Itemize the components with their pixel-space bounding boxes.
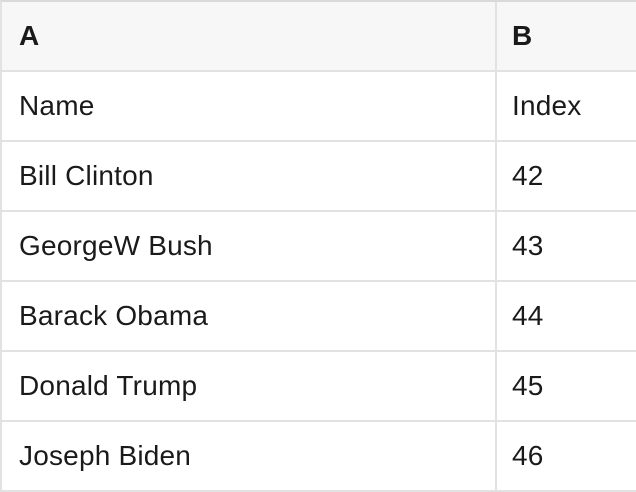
- cell-value: Bill Clinton: [19, 160, 154, 191]
- column-header-b[interactable]: B: [497, 2, 636, 72]
- cell-value: 44: [512, 300, 544, 331]
- cell-b-row-2[interactable]: 42: [497, 142, 636, 212]
- cell-value: 42: [512, 160, 544, 191]
- cell-b-row-5[interactable]: 45: [497, 352, 636, 422]
- cell-b-row-1[interactable]: Index: [497, 72, 636, 142]
- cell-a-row-5[interactable]: Donald Trump: [2, 352, 497, 422]
- cell-value: Barack Obama: [19, 300, 209, 331]
- cell-value: Index: [512, 90, 582, 121]
- cell-a-row-6[interactable]: Joseph Biden: [2, 422, 497, 492]
- cell-value: 45: [512, 370, 544, 401]
- cell-value: Donald Trump: [19, 370, 198, 401]
- cell-b-row-3[interactable]: 43: [497, 212, 636, 282]
- cell-value: Joseph Biden: [19, 440, 192, 471]
- cell-a-row-2[interactable]: Bill Clinton: [2, 142, 497, 212]
- cell-b-row-4[interactable]: 44: [497, 282, 636, 352]
- cell-a-row-4[interactable]: Barack Obama: [2, 282, 497, 352]
- column-header-b-label: B: [512, 20, 533, 51]
- cell-b-row-6[interactable]: 46: [497, 422, 636, 492]
- column-header-a[interactable]: A: [2, 2, 497, 72]
- cell-value: GeorgeW Bush: [19, 230, 213, 261]
- column-header-a-label: A: [19, 20, 40, 51]
- cell-value: 43: [512, 230, 544, 261]
- cell-a-row-3[interactable]: GeorgeW Bush: [2, 212, 497, 282]
- cell-value: Name: [19, 90, 95, 121]
- cell-a-row-1[interactable]: Name: [2, 72, 497, 142]
- cell-value: 46: [512, 440, 544, 471]
